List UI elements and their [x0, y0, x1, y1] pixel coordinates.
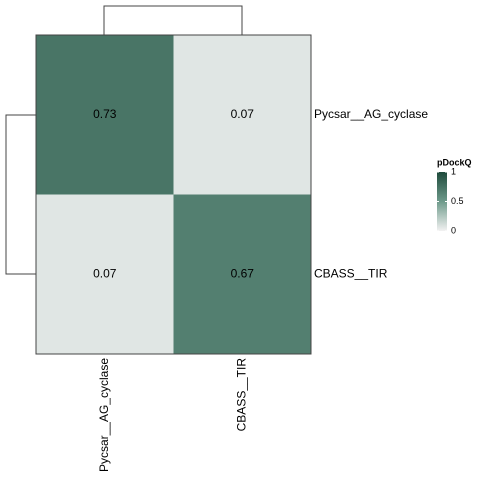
legend-tick-label: 1	[451, 166, 456, 176]
heatmap-border	[35, 34, 312, 355]
cell-label: 0.07	[231, 107, 255, 121]
heatmap-cell	[173, 35, 311, 195]
legend-tick-label: 0	[451, 225, 456, 235]
heatmap-cell	[36, 35, 174, 195]
column-dendrogram	[103, 5, 243, 35]
heatmap-cell	[36, 194, 174, 354]
cell-label: 0.07	[93, 266, 117, 280]
column-label: Pycsar__AG_cyclase	[97, 358, 111, 472]
heatmap-cell	[173, 194, 311, 354]
row-label: Pycsar__AG_cyclase	[314, 107, 428, 121]
cell-label: 0.73	[93, 107, 117, 121]
row-label: CBASS__TIR	[314, 266, 388, 280]
color-bar	[437, 172, 447, 231]
legend-tick-label: 0.5	[451, 196, 464, 206]
column-label: CBASS__TIR	[234, 358, 248, 432]
row-dendrogram	[5, 114, 36, 275]
cell-label: 0.67	[231, 266, 255, 280]
legend-title: pDockQ	[437, 157, 472, 167]
